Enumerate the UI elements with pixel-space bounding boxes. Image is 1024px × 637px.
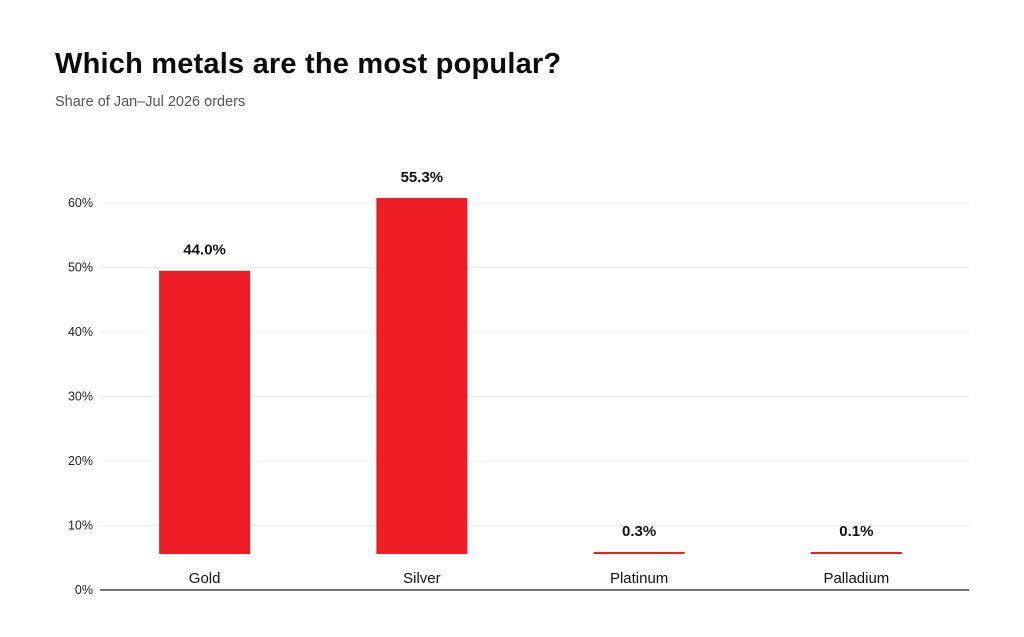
value-label-silver: 55.3%	[401, 169, 444, 186]
bar-layer	[159, 198, 902, 554]
value-label-platinum: 0.3%	[622, 523, 656, 540]
label-layer: 0% 10% 20% 30% 40% 50% 60% 44.0% Gold 55.3% Silver…	[68, 169, 889, 597]
bar-platinum	[593, 552, 685, 554]
grid-layer	[100, 202, 969, 526]
y-tick-label: 40%	[68, 325, 93, 339]
chart-title: Which metals are the most popular?	[55, 48, 562, 80]
value-label-palladium: 0.1%	[839, 523, 873, 540]
category-label-gold: Gold	[189, 570, 221, 587]
bar-gold	[159, 270, 251, 554]
category-label-palladium: Palladium	[823, 570, 889, 587]
y-tick-label: 30%	[68, 390, 93, 404]
bar-silver	[376, 198, 468, 554]
y-tick-label: 60%	[68, 196, 93, 210]
value-label-gold: 44.0%	[183, 242, 226, 259]
category-label-platinum: Platinum	[610, 570, 668, 587]
y-tick-label: 50%	[68, 261, 93, 275]
y-tick-label: 0%	[75, 583, 93, 597]
y-tick-label: 20%	[68, 454, 93, 468]
chart-subtitle: Share of Jan–Jul 2026 orders	[55, 94, 246, 110]
y-tick-label: 10%	[68, 519, 93, 533]
category-label-silver: Silver	[403, 570, 441, 587]
bar-palladium	[810, 552, 902, 554]
